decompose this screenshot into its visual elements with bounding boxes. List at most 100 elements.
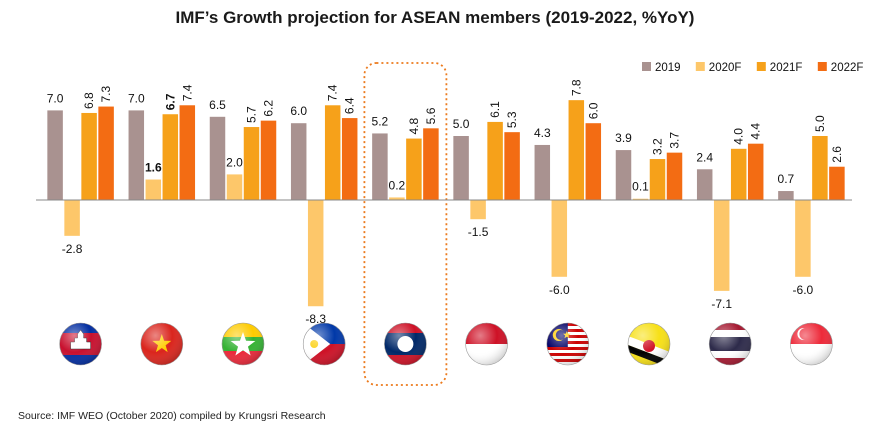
bar-thailand-2019	[696, 169, 713, 200]
source-note: Source: IMF WEO (October 2020) compiled …	[18, 410, 326, 422]
bar-laos-2022f	[423, 128, 439, 200]
bar-malaysia-2019	[534, 144, 551, 200]
bar-brunei-2021f	[649, 159, 666, 200]
value-label-brunei-2021f: 3.2	[651, 138, 665, 155]
value-label-laos-2019: 5.2	[372, 114, 389, 128]
bar-singapore-2022f	[829, 166, 845, 200]
value-label-singapore-2019: 0.7	[778, 172, 795, 186]
value-label-laos-2022f: 5.6	[424, 107, 438, 124]
value-label-cambodia-2021f: 6.8	[82, 92, 96, 109]
bar-brunei-2020f	[632, 198, 649, 200]
value-label-laos-2020f: 0.2	[389, 178, 406, 192]
value-label-thailand-2020f: -7.1	[711, 297, 732, 311]
value-label-vietnam-2022f: 7.4	[180, 84, 194, 101]
bar-singapore-2019	[778, 191, 794, 200]
bar-malaysia-2020f	[551, 200, 568, 277]
bar-cambodia-2020f	[64, 200, 80, 236]
value-label-malaysia-2019: 4.3	[534, 126, 551, 140]
value-label-singapore-2022f: 2.6	[830, 146, 844, 163]
bar-indonesia-2021f	[487, 121, 503, 200]
legend-swatch-2021f	[756, 62, 766, 71]
value-label-vietnam-2020f: 1.6	[145, 161, 162, 175]
bar-laos-2019	[372, 133, 388, 200]
bar-philippines-2020f	[307, 200, 324, 307]
bar-vietnam-2020f	[145, 179, 162, 200]
bar-brunei-2019	[615, 150, 632, 200]
value-label-malaysia-2021f: 7.8	[569, 79, 583, 96]
singapore-flag-icon	[790, 322, 833, 366]
value-label-indonesia-2021f: 6.1	[488, 101, 502, 118]
value-label-brunei-2019: 3.9	[615, 131, 632, 145]
bar-philippines-2019	[290, 123, 307, 200]
value-label-philippines-2022f: 6.4	[343, 97, 357, 114]
value-label-cambodia-2022f: 7.3	[99, 86, 113, 103]
bar-brunei-2022f	[666, 152, 683, 200]
value-label-myanmar-2019: 6.5	[209, 98, 226, 112]
value-label-vietnam-2021f: 6.7	[163, 93, 177, 110]
bar-indonesia-2022f	[504, 132, 520, 200]
bar-vietnam-2022f	[179, 105, 196, 200]
value-label-singapore-2021f: 5.0	[813, 115, 827, 132]
indonesia-flag-icon	[465, 322, 508, 366]
bar-singapore-2020f	[795, 200, 811, 277]
philippines-flag-icon	[302, 322, 346, 366]
bar-laos-2020f	[389, 197, 405, 200]
legend-swatch-2019	[642, 62, 651, 71]
bar-singapore-2021f	[812, 136, 828, 200]
highlight-box-laos	[363, 62, 448, 386]
value-label-thailand-2022f: 4.4	[749, 123, 763, 140]
bar-laos-2021f	[406, 138, 422, 200]
bar-cambodia-2021f	[81, 112, 97, 200]
bar-indonesia-2020f	[470, 200, 486, 220]
bar-thailand-2022f	[747, 143, 764, 200]
legend-label-2022f: 2022F	[831, 62, 864, 74]
thailand-flag-icon	[708, 322, 752, 366]
value-label-cambodia-2019: 7.0	[47, 91, 64, 105]
laos-flag-icon	[384, 322, 427, 366]
value-label-singapore-2020f: -6.0	[793, 283, 814, 297]
value-label-philippines-2021f: 7.4	[326, 84, 340, 101]
bar-myanmar-2020f	[226, 174, 243, 200]
bar-indonesia-2019	[453, 136, 469, 200]
value-label-laos-2021f: 4.8	[407, 118, 421, 135]
value-label-malaysia-2020f: -6.0	[549, 283, 570, 297]
value-label-philippines-2019: 6.0	[290, 104, 307, 118]
myanmar-flag-icon	[221, 322, 265, 366]
value-label-brunei-2022f: 3.7	[668, 132, 682, 149]
malaysia-flag-icon	[546, 322, 590, 366]
value-label-myanmar-2022f: 6.2	[262, 100, 276, 117]
bar-cambodia-2019	[47, 110, 63, 200]
value-label-thailand-2021f: 4.0	[732, 128, 746, 145]
legend-label-2020f: 2020F	[709, 62, 742, 74]
bar-cambodia-2022f	[98, 106, 114, 200]
bar-malaysia-2022f	[585, 123, 602, 200]
value-label-malaysia-2022f: 6.0	[586, 102, 600, 119]
value-label-indonesia-2020f: -1.5	[468, 225, 489, 239]
bar-philippines-2021f	[324, 105, 341, 200]
bar-thailand-2021f	[730, 148, 747, 200]
value-label-myanmar-2021f: 5.7	[245, 106, 259, 123]
legend-swatch-2020f	[695, 62, 705, 71]
value-label-myanmar-2020f: 2.0	[226, 155, 243, 169]
legend-label-2019: 2019	[655, 62, 681, 74]
value-label-thailand-2019: 2.4	[696, 150, 713, 164]
cambodia-flag-icon	[59, 322, 102, 366]
vietnam-flag-icon	[140, 322, 184, 366]
chart-title: IMF’s Growth projection for ASEAN member…	[175, 8, 695, 27]
bar-thailand-2020f	[713, 200, 730, 291]
value-label-brunei-2020f: 0.1	[632, 180, 649, 194]
value-label-indonesia-2019: 5.0	[453, 117, 470, 131]
value-label-vietnam-2019: 7.0	[128, 91, 145, 105]
bar-myanmar-2022f	[260, 120, 277, 200]
value-label-philippines-2020f: -8.3	[305, 312, 326, 326]
value-label-cambodia-2020f: -2.8	[62, 242, 83, 256]
bar-philippines-2022f	[341, 118, 358, 200]
legend-label-2021f: 2021F	[770, 62, 803, 74]
bar-myanmar-2021f	[243, 127, 260, 200]
bar-vietnam-2021f	[162, 114, 179, 200]
value-label-indonesia-2022f: 5.3	[505, 111, 519, 128]
bar-malaysia-2021f	[568, 100, 585, 200]
bar-myanmar-2019	[209, 116, 226, 200]
brunei-flag-icon	[627, 322, 671, 366]
